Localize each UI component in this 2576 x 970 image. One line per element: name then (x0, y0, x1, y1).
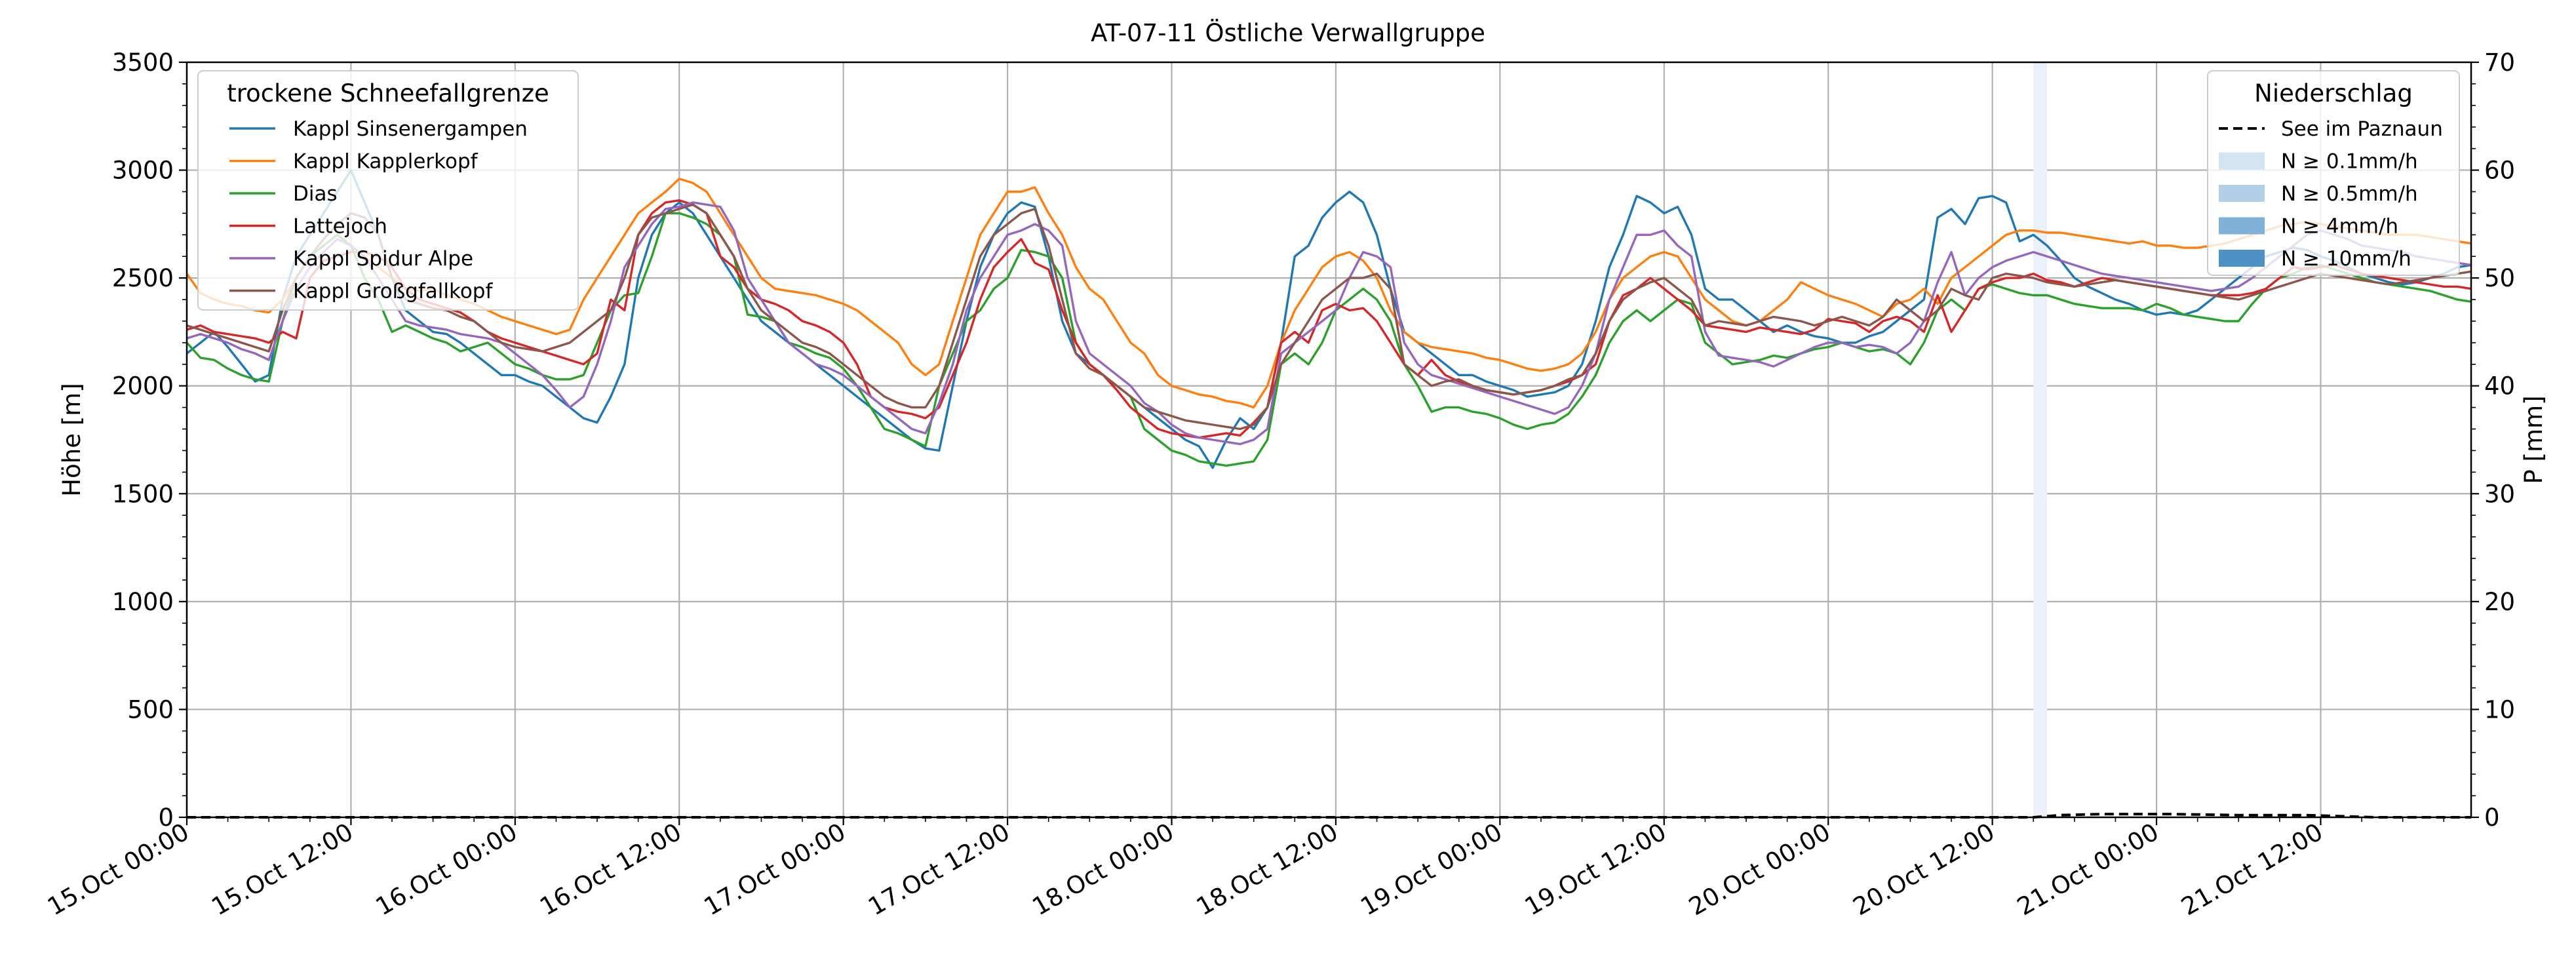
legend-left-title: trockene Schneefallgrenze (227, 79, 549, 107)
legend-right-title: Niederschlag (2254, 79, 2413, 107)
y2-tick-label: 0 (2484, 804, 2500, 832)
series-layer (185, 168, 2472, 469)
y2-axis-label: P [mm] (2520, 395, 2548, 484)
legend-right-swatch (2219, 185, 2265, 202)
grid-layer (187, 62, 2471, 817)
legend-right-label: N ≥ 0.1mm/h (2281, 150, 2418, 174)
legend-left-label: Kappl Kapplerkopf (293, 150, 478, 174)
legend-right: Niederschlag See im Paznaun N ≥ 0.1mm/h N … (2207, 70, 2460, 276)
y-tick-label: 500 (127, 695, 174, 724)
legend-right-label: N ≥ 4mm/h (2281, 215, 2398, 239)
y2-tick-label: 20 (2484, 588, 2515, 616)
legend-left-label: Kappl Großgfallkopf (293, 280, 493, 303)
legend-left-label: Kappl Sinsenergampen (293, 117, 528, 141)
y-tick-label: 2500 (112, 264, 174, 292)
y2-tick-label: 70 (2484, 48, 2515, 77)
legend-left-label: Lattejoch (293, 215, 387, 239)
series-line (186, 203, 2472, 431)
legend-left-frame (197, 70, 579, 311)
y2-tick-label: 30 (2484, 480, 2515, 508)
legend-left-items: Kappl Sinsenergampen Kappl Kapplerkopf Dia… (229, 117, 528, 303)
precip-line (187, 813, 2471, 819)
y2-tick-label: 50 (2484, 264, 2515, 292)
y2-tick-label: 10 (2484, 695, 2515, 724)
legend-right-label: N ≥ 0.5mm/h (2281, 182, 2418, 206)
series-line (185, 212, 2472, 467)
series-line (186, 201, 2472, 446)
y-tick-label: 1000 (112, 588, 174, 616)
legend-right-swatch (2219, 152, 2265, 170)
legend-right-swatch (2219, 250, 2265, 267)
precip-layer (187, 813, 2471, 819)
legend-right-swatch (2219, 217, 2265, 235)
y-tick-label: 3000 (112, 157, 174, 185)
legend-right-frame (2207, 70, 2460, 276)
y-axis-ticks: 0 500 1000 1500 2000 2500 3000 3500 (112, 48, 187, 832)
legend-right-items: See im Paznaun N ≥ 0.1mm/h N ≥ 0.5mm/h N ≥ … (2219, 117, 2443, 271)
precip-shade-band (2033, 62, 2048, 817)
y2-axis-ticks: 0 10 20 30 40 50 60 70 (2471, 48, 2515, 832)
y-tick-label: 0 (158, 804, 174, 832)
legend-right-label: See im Paznaun (2281, 117, 2443, 141)
legend-right-label: N ≥ 10mm/h (2281, 247, 2411, 271)
y2-tick-label: 40 (2484, 372, 2515, 400)
legend-left-label: Dias (293, 182, 338, 206)
legend-left-label: Kappl Spidur Alpe (293, 247, 473, 271)
y-tick-label: 1500 (112, 480, 174, 508)
y-tick-label: 2000 (112, 372, 174, 400)
y2-tick-label: 60 (2484, 157, 2515, 185)
legend-left: trockene Schneefallgrenze Kappl Sinsener… (197, 70, 579, 311)
plot-frame (185, 61, 2472, 819)
y-axis-label: Höhe [m] (58, 383, 86, 496)
chart-title: AT-07-11 Östliche Verwallgruppe (1091, 19, 1485, 47)
series-line (185, 178, 2472, 409)
y-tick-label: 3500 (112, 48, 174, 77)
precip-shading-layer (2033, 62, 2048, 817)
series-line (186, 199, 2472, 439)
